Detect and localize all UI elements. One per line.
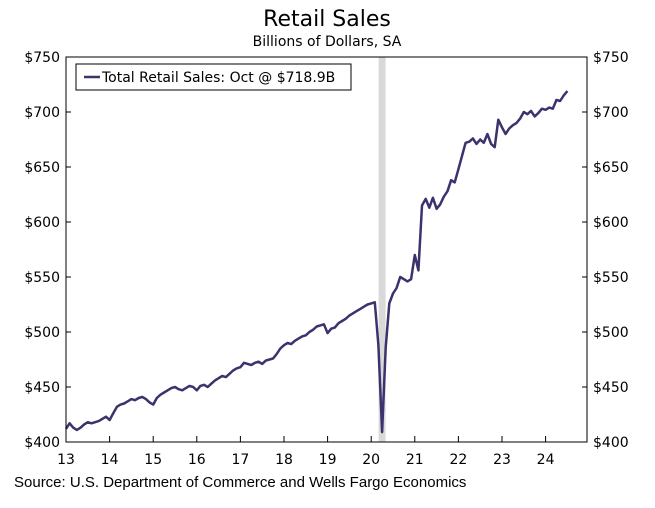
x-tick-label: 17 [231,452,249,468]
chart-subtitle: Billions of Dollars, SA [253,34,402,50]
y-tick-label-right: $600 [593,215,629,231]
x-tick-label: 16 [188,452,206,468]
x-tick-label: 19 [319,452,337,468]
chart-title: Retail Sales [263,7,391,32]
x-tick-label: 23 [493,452,511,468]
x-tick-label: 22 [449,452,467,468]
y-tick-label-left: $700 [24,105,60,121]
y-tick-label-right: $700 [593,105,629,121]
series-line-total-retail-sales [64,90,569,434]
legend-box [75,63,352,91]
y-tick-label-right: $750 [593,50,629,66]
y-tick-label-right: $400 [593,435,629,451]
x-tick-label: 15 [144,452,162,468]
y-tick-label-right: $500 [593,325,629,341]
y-tick-label-left: $650 [24,160,60,176]
x-tick-label: 24 [537,452,555,468]
x-tick-label: 18 [275,452,293,468]
x-tick-label: 13 [57,452,75,468]
y-tick-label-left: $450 [24,380,60,396]
source-note: Source: U.S. Department of Commerce and … [14,474,467,491]
legend-label: Total Retail Sales: Oct @ $718.9B [101,70,335,86]
y-tick-label-left: $750 [24,50,60,66]
x-tick-label: 20 [362,452,380,468]
x-tick-label: 21 [406,452,424,468]
recession-shading [378,57,386,442]
x-tick-label: 14 [101,452,119,468]
y-tick-label-left: $500 [24,325,60,341]
y-tick-label-left: $600 [24,215,60,231]
y-tick-label-right: $550 [593,270,629,286]
y-tick-label-right: $650 [593,160,629,176]
y-tick-label-left: $550 [24,270,60,286]
plot-area [65,56,588,443]
y-tick-label-left: $400 [24,435,60,451]
y-tick-label-right: $450 [593,380,629,396]
